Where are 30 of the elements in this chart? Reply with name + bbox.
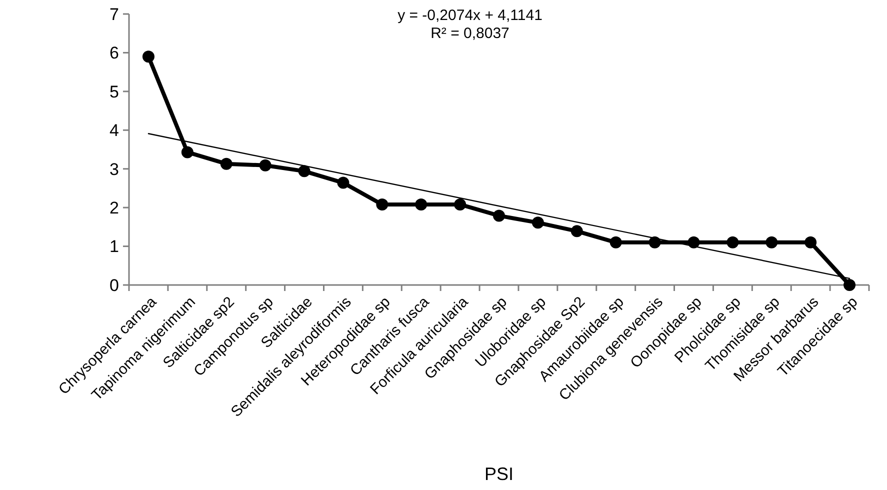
point <box>688 236 700 248</box>
point <box>493 210 505 222</box>
point <box>532 216 544 229</box>
y-tick-label: 4 <box>110 121 119 140</box>
point <box>259 159 272 172</box>
point <box>220 158 232 170</box>
y-tick-label: 3 <box>110 160 119 179</box>
y-tick-label: 5 <box>110 82 119 102</box>
annotation: y = -0,2074x + 4,1141 <box>398 7 542 24</box>
point <box>648 236 661 248</box>
y-tick-label: 7 <box>110 4 119 24</box>
x-axis-title: PSI <box>484 464 514 484</box>
point <box>726 236 739 248</box>
point <box>337 176 350 189</box>
y-tick-label: 2 <box>110 198 119 218</box>
point <box>298 165 310 178</box>
point <box>844 279 856 291</box>
point <box>415 198 428 210</box>
point <box>142 50 154 63</box>
y-tick-label: 0 <box>110 276 119 295</box>
y-tick-label: 6 <box>110 44 119 63</box>
point <box>454 198 466 210</box>
point <box>766 236 778 248</box>
point <box>570 225 583 238</box>
point <box>610 236 622 248</box>
point <box>181 146 194 158</box>
annotation: R² = 0,8037 <box>430 25 510 42</box>
point <box>376 198 388 210</box>
point <box>804 236 817 248</box>
y-tick-label: 1 <box>110 237 119 256</box>
